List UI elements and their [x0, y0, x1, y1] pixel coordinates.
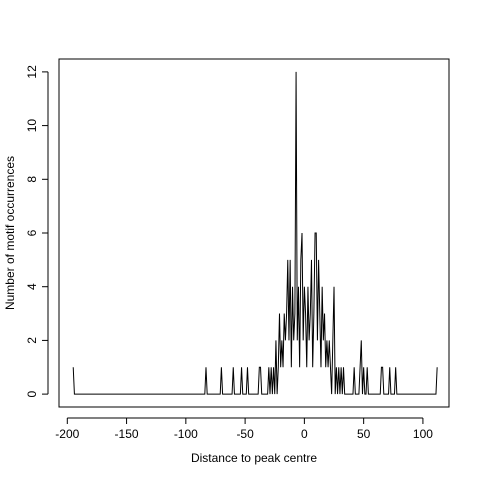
x-tick-label: 0	[301, 427, 308, 441]
x-tick-label: -50	[236, 427, 254, 441]
y-axis: 0 2 4 6 8 10 12	[25, 65, 49, 397]
y-tick-label: 0	[25, 390, 39, 397]
y-tick-label: 10	[25, 119, 39, 133]
y-tick-label: 4	[25, 283, 39, 290]
y-tick-label: 6	[25, 229, 39, 236]
x-tick-label: -150	[115, 427, 139, 441]
x-tick-label: 100	[413, 427, 433, 441]
plot-area	[58, 58, 450, 408]
x-axis-label: Distance to peak centre	[191, 451, 317, 465]
series-line-0	[72, 71, 438, 395]
x-tick-label: -100	[174, 427, 198, 441]
y-axis-label: Number of motif occurrences	[3, 156, 17, 310]
plot-border	[58, 58, 450, 408]
series-layer	[72, 71, 438, 395]
x-tick-label: 50	[357, 427, 371, 441]
y-tick-label: 12	[25, 65, 39, 79]
y-tick-label: 2	[25, 337, 39, 344]
y-tick-label: 8	[25, 176, 39, 183]
x-axis: -200 -150 -100 -50 0 50 100	[55, 417, 433, 441]
x-tick-label: -200	[55, 427, 79, 441]
